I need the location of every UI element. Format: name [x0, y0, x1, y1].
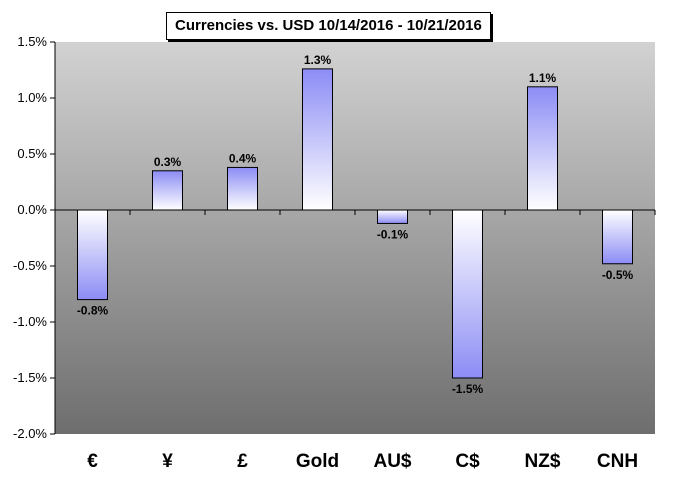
data-label: 0.3% — [154, 155, 182, 169]
x-axis-ticks — [54, 210, 656, 215]
data-label: 1.3% — [304, 53, 332, 67]
category-label: AU$ — [373, 451, 411, 472]
bar — [527, 86, 558, 211]
chart-title: Currencies vs. USD 10/14/2016 - 10/21/20… — [166, 12, 491, 40]
bars-group — [77, 68, 633, 379]
y-axis-ticks: 1.5% 1.0% 0.5% 0.0% -0.5% -1.0% -1.5% -2.0% — [13, 34, 55, 441]
bar — [152, 170, 183, 211]
y-tick-label: 1.0% — [17, 90, 47, 105]
data-label: -0.8% — [77, 304, 109, 318]
y-tick-label: -1.0% — [13, 314, 47, 329]
category-label: Gold — [296, 451, 339, 472]
data-label: 1.1% — [529, 71, 557, 85]
bar — [227, 166, 258, 211]
y-tick-label: -0.5% — [13, 258, 47, 273]
bar — [602, 209, 633, 265]
category-label: € — [87, 451, 98, 472]
bar — [302, 68, 333, 211]
y-tick-label: 0.0% — [17, 202, 47, 217]
category-label: ¥ — [162, 451, 173, 472]
data-labels: -0.8% 0.3% 0.4% 1.3% -0.1% -1.5% 1.1% -0.5% — [77, 53, 634, 396]
y-tick-label: 0.5% — [17, 146, 47, 161]
bar — [77, 209, 108, 301]
category-label: C$ — [455, 451, 480, 472]
data-label: -0.5% — [602, 268, 634, 282]
plot-area — [55, 42, 655, 434]
category-labels: € ¥ £ Gold AU$ C$ NZ$ CNH — [87, 451, 638, 472]
bar — [452, 209, 483, 379]
data-label: -1.5% — [452, 382, 484, 396]
data-label: 0.4% — [229, 151, 257, 165]
data-label: -0.1% — [377, 227, 409, 241]
category-label: CNH — [597, 451, 638, 472]
category-label: £ — [237, 451, 248, 472]
category-label: NZ$ — [525, 451, 561, 472]
y-tick-label: -2.0% — [13, 426, 47, 441]
y-tick-label: 1.5% — [17, 34, 47, 49]
bar — [377, 209, 408, 224]
y-tick-label: -1.5% — [13, 370, 47, 385]
